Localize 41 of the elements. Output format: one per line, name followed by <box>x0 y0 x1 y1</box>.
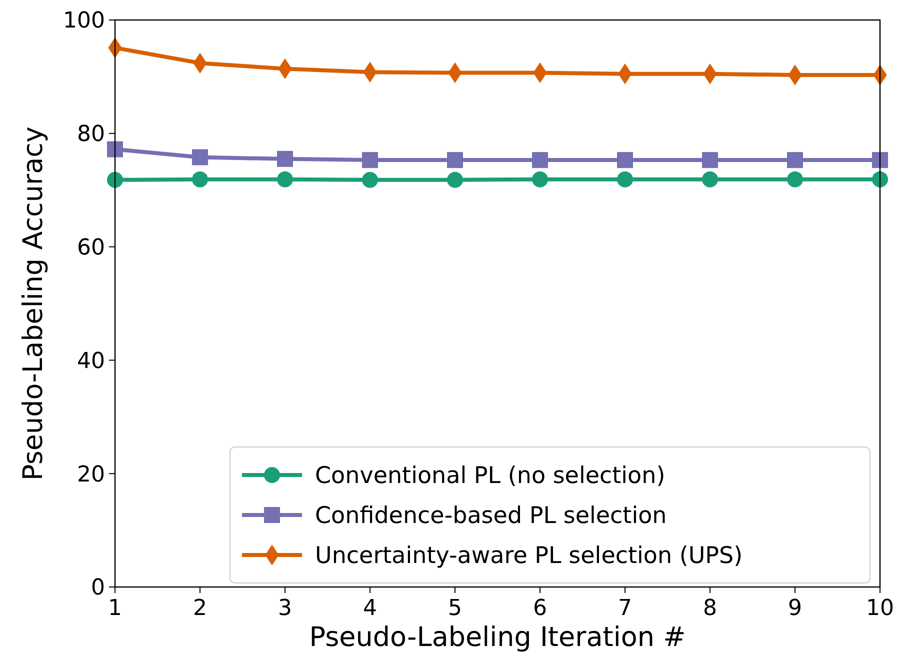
legend-label: Confidence-based PL selection <box>315 503 667 530</box>
x-axis-title: Pseudo-Labeling Iteration # <box>309 622 686 653</box>
y-tick-label: 0 <box>91 576 105 601</box>
point <box>362 152 378 168</box>
point <box>617 152 633 168</box>
point <box>532 171 548 188</box>
x-tick-label: 7 <box>618 596 632 621</box>
y-tick-label: 80 <box>77 122 105 148</box>
x-tick-label: 9 <box>788 596 802 621</box>
point <box>107 172 123 188</box>
point <box>702 152 718 168</box>
point <box>787 152 803 168</box>
point <box>277 171 293 188</box>
point <box>702 171 718 188</box>
y-tick-label: 40 <box>77 348 105 374</box>
point <box>532 152 548 168</box>
point <box>447 172 463 188</box>
x-tick-label: 8 <box>703 596 717 621</box>
x-tick-label: 4 <box>363 596 377 621</box>
x-tick-label: 6 <box>533 596 547 621</box>
point <box>872 171 888 188</box>
point <box>362 172 378 188</box>
x-tick-label: 1 <box>108 596 122 621</box>
point <box>447 152 463 168</box>
point <box>617 171 633 188</box>
point <box>787 171 803 188</box>
point <box>277 150 293 167</box>
point <box>107 141 123 158</box>
y-axis-title: Pseudo-Labeling Accuracy <box>18 126 49 480</box>
y-tick-label: 60 <box>77 236 105 260</box>
point <box>872 152 888 168</box>
x-tick-label: 3 <box>278 596 292 621</box>
y-tick-label: 20 <box>77 462 105 488</box>
point <box>192 171 208 188</box>
x-tick-label: 5 <box>448 596 462 621</box>
y-tick-label: 100 <box>63 8 105 34</box>
x-tick-label: 2 <box>193 596 207 621</box>
point <box>192 149 208 166</box>
legend-label: Conventional PL (no selection) <box>315 463 666 490</box>
legend-label: Uncertainty-aware PL selection (UPS) <box>315 543 743 570</box>
x-tick-label: 10 <box>866 596 894 621</box>
